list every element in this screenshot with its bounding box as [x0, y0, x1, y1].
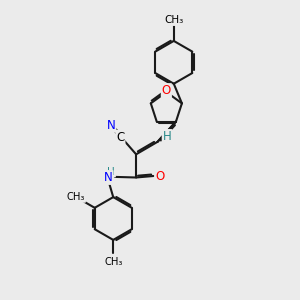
Text: CH₃: CH₃ [104, 256, 122, 267]
Text: N: N [104, 171, 112, 184]
Text: O: O [162, 84, 171, 97]
Text: N: N [107, 119, 116, 132]
Text: O: O [155, 169, 164, 182]
Text: H: H [163, 130, 171, 143]
Text: H: H [107, 167, 115, 176]
Text: CH₃: CH₃ [164, 15, 183, 25]
Text: CH₃: CH₃ [67, 192, 85, 202]
Text: C: C [116, 131, 124, 144]
